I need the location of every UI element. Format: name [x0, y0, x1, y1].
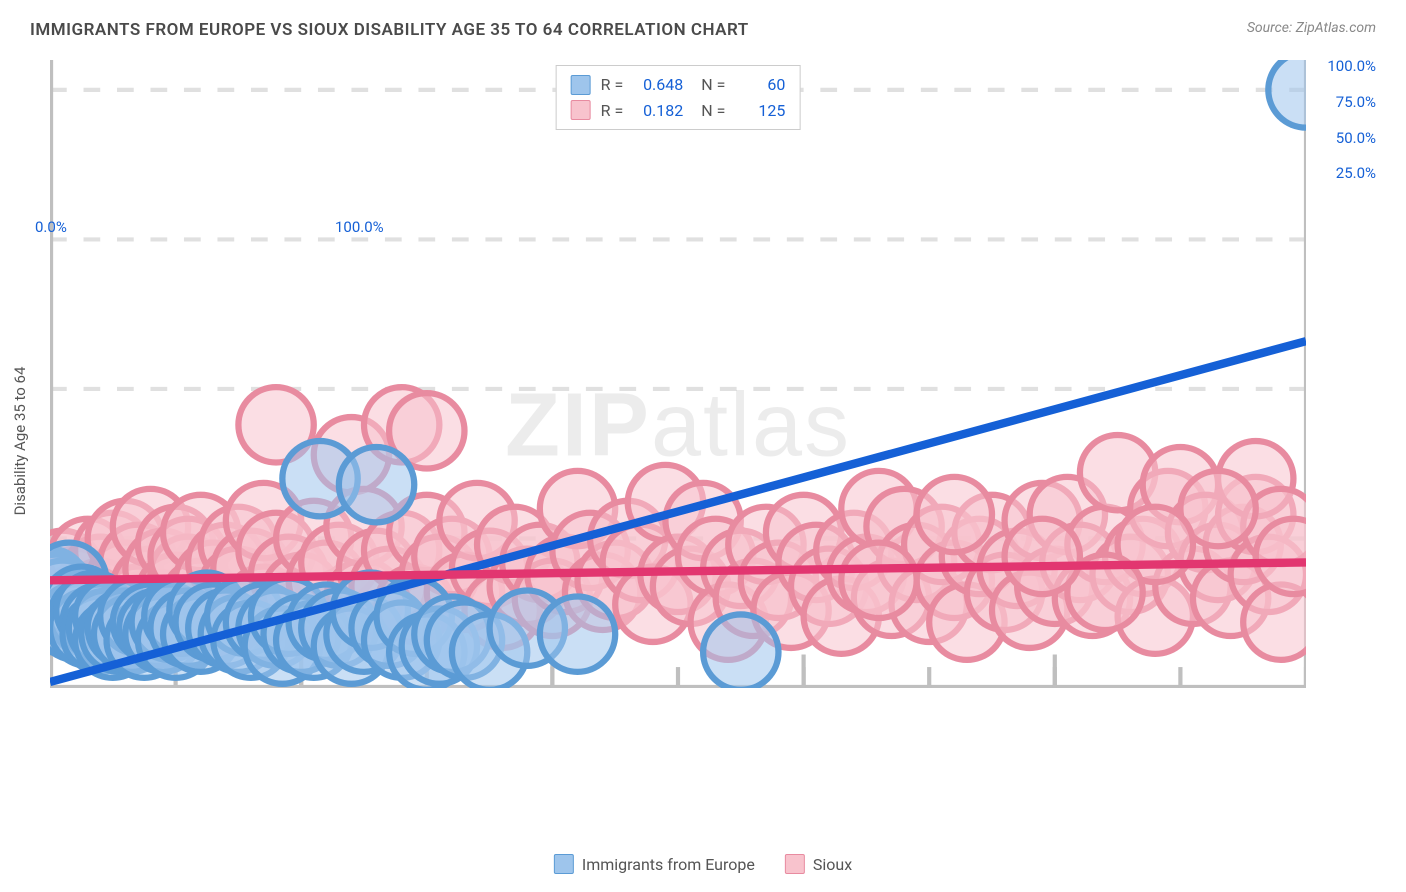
y-tick-label: 25.0%	[1336, 164, 1376, 182]
source-label: Source: ZipAtlas.com	[1247, 20, 1376, 36]
n-value-sioux: 125	[735, 98, 785, 124]
chart-title: IMMIGRANTS FROM EUROPE VS SIOUX DISABILI…	[30, 20, 749, 40]
legend-row-sioux: R = 0.182 N = 125	[571, 98, 786, 124]
r-value-sioux: 0.182	[633, 98, 683, 124]
chart-area: Disability Age 35 to 64 ZIPatlas R = 0.6…	[50, 60, 1306, 822]
scatter-plot	[50, 60, 1306, 688]
swatch-sioux	[571, 100, 591, 120]
legend-label-europe: Immigrants from Europe	[582, 855, 755, 874]
r-value-europe: 0.648	[633, 72, 683, 98]
legend-item-europe: Immigrants from Europe	[554, 854, 755, 874]
y-tick-label: 75.0%	[1336, 93, 1376, 111]
y-axis-label: Disability Age 35 to 64	[11, 367, 29, 516]
swatch-europe	[571, 75, 591, 95]
swatch-europe	[554, 854, 574, 874]
legend-item-sioux: Sioux	[785, 854, 852, 874]
legend-row-europe: R = 0.648 N = 60	[571, 72, 786, 98]
series-legend: Immigrants from Europe Sioux	[554, 854, 852, 874]
n-value-europe: 60	[735, 72, 785, 98]
n-label: N =	[693, 72, 725, 98]
swatch-sioux	[785, 854, 805, 874]
x-tick-label: 0.0%	[35, 218, 67, 236]
n-label: N =	[693, 98, 725, 124]
x-tick-label: 100.0%	[335, 218, 384, 236]
y-tick-label: 50.0%	[1336, 129, 1376, 147]
correlation-legend: R = 0.648 N = 60 R = 0.182 N = 125	[556, 65, 801, 130]
r-label: R =	[601, 72, 624, 98]
legend-label-sioux: Sioux	[813, 855, 852, 874]
r-label: R =	[601, 98, 624, 124]
y-tick-label: 100.0%	[1327, 57, 1376, 75]
